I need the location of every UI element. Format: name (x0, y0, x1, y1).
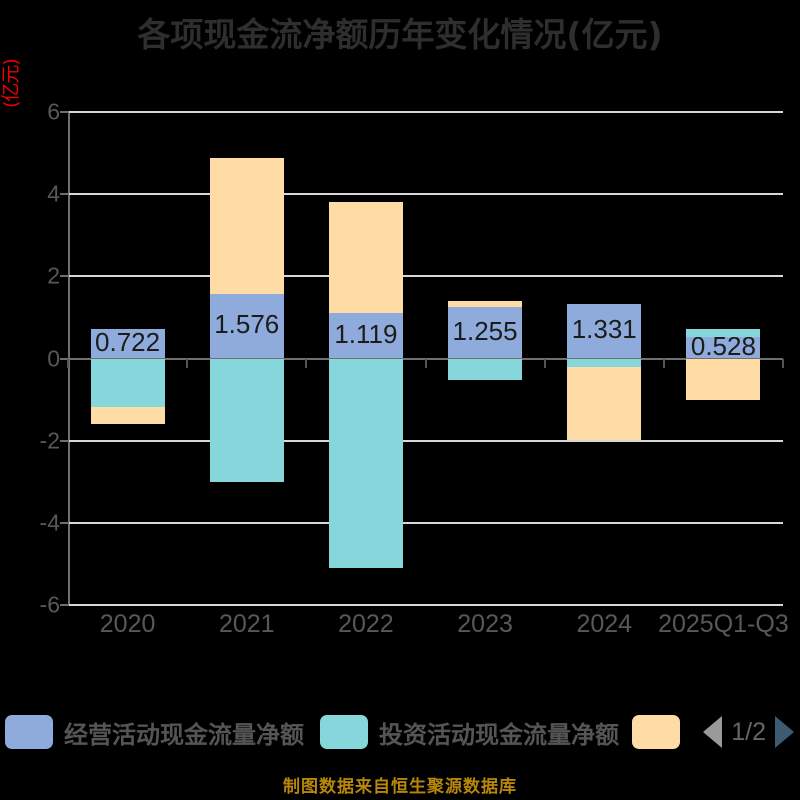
legend-item[interactable]: 投资活动现金流量净额 (320, 708, 619, 756)
bar-segment[interactable] (209, 293, 284, 359)
bar-segment[interactable] (567, 358, 642, 367)
x-tick-label: 2020 (99, 610, 156, 638)
bar-segment[interactable] (328, 202, 403, 313)
bar-segment[interactable] (686, 336, 761, 359)
y-tick-label: -6 (39, 591, 60, 618)
bar-segment[interactable] (567, 366, 642, 440)
x-tick-label: 2024 (576, 610, 633, 638)
x-tick-mark (67, 358, 69, 368)
bar-segment[interactable] (209, 358, 284, 482)
y-tick-mark (60, 357, 69, 360)
y-tick-label: 2 (47, 262, 60, 289)
x-tick-mark (782, 358, 784, 368)
y-tick-mark (60, 604, 69, 606)
legend-color-swatch (632, 715, 680, 749)
gridline (68, 111, 783, 113)
y-tick-mark (60, 439, 69, 442)
legend-color-swatch (320, 715, 368, 749)
bar-segment[interactable] (328, 312, 403, 359)
bar-segment[interactable] (686, 358, 761, 401)
bar-segment[interactable] (90, 328, 165, 359)
bar-group[interactable]: 0.528 (686, 112, 761, 605)
x-axis-tick-labels: 2020 2021 2022 2023 2024 2025Q1-Q3 (68, 610, 789, 650)
x-tick-label: 2022 (338, 610, 394, 638)
bar-group[interactable]: 1.255 (448, 112, 523, 605)
y-axis-tick-labels: 6 4 2 0 -2 -4 -6 (16, 99, 60, 618)
y-tick-label: -4 (39, 509, 60, 536)
plot-area: 0.722 1.576 1.119 1.255 1.331 0.528 (60, 111, 784, 606)
legend-label: 投资活动现金流量净额 (379, 720, 619, 749)
bar-segment[interactable] (448, 301, 523, 307)
y-tick-label: 6 (47, 98, 60, 125)
y-tick-mark (60, 111, 69, 113)
legend-color-swatch (5, 715, 53, 749)
gridline (68, 275, 783, 278)
y-tick-mark (60, 275, 69, 278)
x-tick-mark (305, 358, 308, 368)
x-tick-label: 2021 (218, 610, 275, 638)
pager-text: 1/2 (731, 717, 766, 746)
x-tick-mark (543, 358, 546, 368)
x-tick-mark (662, 358, 665, 368)
y-tick-label: 0 (47, 345, 60, 371)
bar-segment[interactable] (90, 358, 165, 408)
triangle-left-icon[interactable] (703, 716, 723, 748)
triangle-right-icon[interactable] (775, 716, 794, 748)
bar-group[interactable]: 0.722 (90, 112, 165, 605)
bar-group[interactable]: 1.119 (328, 112, 403, 605)
bar-group[interactable]: 1.331 (567, 112, 642, 605)
x-tick-label: 2023 (457, 610, 513, 638)
legend-pager[interactable]: 1/2 (703, 708, 794, 756)
bar-segment[interactable] (448, 306, 523, 359)
footer-source-text: 制图数据来自恒生聚源数据库 (283, 777, 517, 797)
y-axis-unit-label: (亿元) (0, 59, 22, 108)
legend-item[interactable] (632, 708, 680, 756)
page-title: 各项现金流净额历年变化情况(亿元) (137, 15, 663, 54)
y-tick-label: -2 (39, 427, 60, 454)
y-tick-label: 4 (47, 180, 60, 207)
y-tick-mark (60, 193, 69, 196)
legend-label: 经营活动现金流量净额 (64, 720, 304, 749)
bar-segment[interactable] (209, 157, 284, 294)
bar-segment[interactable] (328, 358, 403, 569)
bar-segment[interactable] (90, 407, 165, 425)
chart-legend: 经营活动现金流量净额 投资活动现金流量净额 (0, 708, 800, 756)
y-tick-mark (60, 521, 69, 524)
bar-segment[interactable] (448, 358, 523, 381)
x-tick-label: 2025Q1-Q3 (658, 610, 789, 638)
gridline (68, 439, 783, 442)
gridline (68, 604, 783, 606)
bar-segment[interactable] (686, 329, 761, 337)
bar-segment[interactable] (567, 303, 642, 359)
gridline (68, 193, 783, 196)
legend-item[interactable]: 经营活动现金流量净额 (5, 708, 304, 756)
x-tick-mark (424, 358, 427, 368)
gridline (68, 521, 783, 524)
bar-group[interactable]: 1.576 (209, 112, 284, 605)
x-tick-mark (186, 358, 189, 368)
